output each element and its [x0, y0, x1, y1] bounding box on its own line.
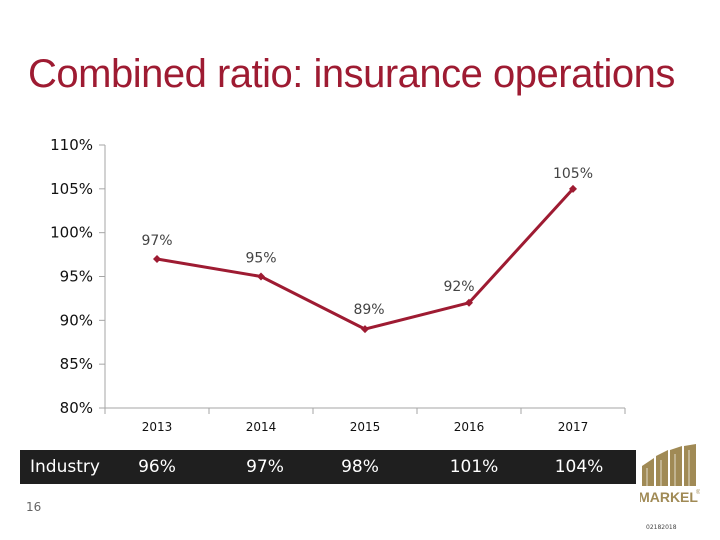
footer-code: 02182018	[646, 524, 677, 531]
industry-value-2017: 104%	[554, 457, 604, 477]
industry-label: Industry	[30, 457, 100, 477]
x-axis: 2013 2014 2015 2016 2017	[104, 407, 626, 434]
industry-value-2016: 101%	[449, 457, 499, 477]
data-labels: 97% 95% 89% 92% 105%	[141, 166, 593, 318]
data-point-marker	[257, 272, 265, 281]
y-tick-label: 95%	[60, 268, 93, 286]
y-axis: 80% 85% 90% 95% 100% 105% 110%	[50, 136, 106, 417]
data-label: 105%	[553, 166, 593, 182]
logo-text: MARKEL	[640, 489, 698, 505]
x-tick-label: 2017	[558, 420, 589, 434]
logo-registered-mark: ®	[696, 489, 700, 496]
industry-value-2013: 96%	[138, 457, 176, 477]
page-number: 16	[26, 500, 42, 514]
series-combined-ratio	[153, 184, 577, 334]
industry-row: Industry 96% 97% 98% 101% 104%	[20, 450, 636, 484]
y-tick-label: 90%	[60, 311, 93, 329]
x-tick-label: 2015	[350, 420, 381, 434]
y-tick-label: 85%	[60, 355, 93, 373]
x-tick-label: 2016	[454, 420, 485, 434]
data-point-marker	[465, 298, 473, 307]
data-point-marker	[569, 184, 577, 193]
industry-value-2015: 98%	[341, 457, 379, 477]
data-label: 95%	[245, 251, 276, 267]
data-label: 89%	[353, 302, 384, 318]
y-tick-label: 105%	[50, 180, 93, 198]
data-point-marker	[153, 254, 161, 263]
x-tick-label: 2013	[142, 420, 173, 434]
y-tick-label: 110%	[50, 136, 93, 154]
industry-value-2014: 97%	[246, 457, 284, 477]
data-label: 92%	[443, 279, 474, 295]
markel-logo: MARKEL ®	[640, 444, 700, 505]
x-tick-label: 2014	[246, 420, 277, 434]
slide-title: Combined ratio: insurance operations	[28, 52, 675, 96]
y-tick-label: 100%	[50, 224, 93, 242]
y-tick-label: 80%	[60, 399, 93, 417]
data-label: 97%	[141, 233, 172, 249]
data-point-marker	[361, 325, 369, 334]
combined-ratio-chart: 80%85%90%95%100%105%110% 2013 2014 2015 201…	[50, 136, 626, 434]
